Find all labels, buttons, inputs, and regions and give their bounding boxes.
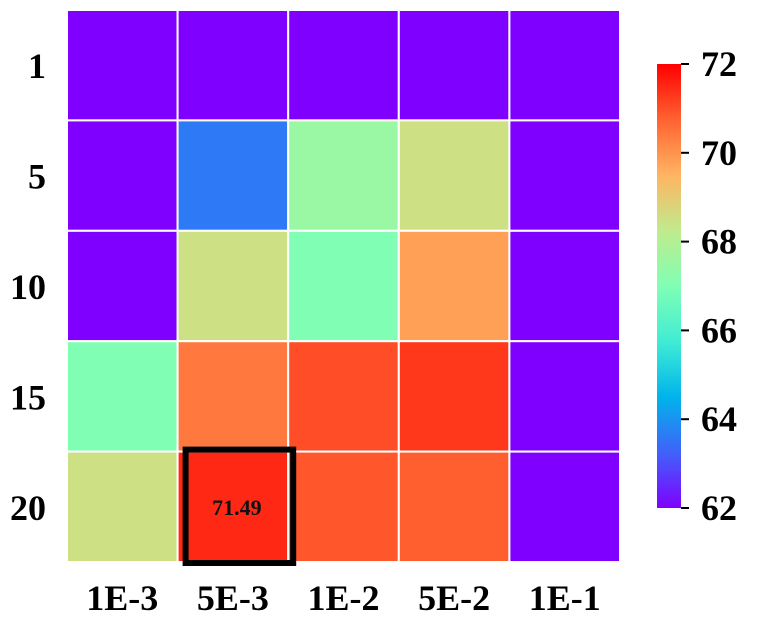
heatmap-cell (66, 229, 179, 343)
heatmap-cell (176, 340, 290, 453)
heatmap-cell (397, 119, 511, 232)
colorbar-tick-label: 66 (701, 310, 737, 350)
heatmap-cell (66, 119, 179, 232)
heatmap-annotations: 71.49 (182, 446, 297, 567)
heatmap-cell (397, 9, 511, 122)
x-axis-ticks: 1E-3 5E-3 1E-2 5E-2 1E-1 (86, 578, 600, 618)
x-tick-label: 1E-1 (529, 578, 601, 618)
heatmap-cell (287, 450, 400, 564)
heatmap-cell (508, 229, 621, 343)
heatmap-cell (66, 450, 179, 564)
y-tick-label: 10 (10, 267, 46, 307)
heatmap-cell (66, 340, 179, 453)
heatmap-cell (508, 119, 621, 232)
colorbar-tick-label: 72 (701, 44, 737, 84)
colorbar-gradient (657, 64, 681, 508)
colorbar-tick-label: 64 (701, 399, 737, 439)
heatmap-cell (176, 9, 290, 122)
heatmap-cell (176, 119, 290, 232)
heatmap-cell (397, 340, 511, 453)
heatmap-cell (287, 119, 400, 232)
heatmap-cell (287, 229, 400, 343)
cell-annotation: 71.49 (212, 495, 262, 520)
y-tick-label: 5 (28, 157, 46, 197)
colorbar-tick-label: 62 (701, 488, 737, 528)
x-tick-label: 1E-3 (86, 578, 158, 618)
heatmap-cells (66, 9, 621, 564)
heatmap-cell (397, 229, 511, 343)
heatmap-cell (508, 340, 621, 453)
heatmap-cell (508, 450, 621, 564)
heatmap-cell (287, 9, 400, 122)
x-tick-label: 1E-2 (308, 578, 380, 618)
highlight-box (182, 446, 297, 567)
heatmap-cell (397, 450, 511, 564)
colorbar-tick-label: 68 (701, 222, 737, 262)
heatmap-cell (176, 450, 290, 564)
x-tick-label: 5E-3 (197, 578, 269, 618)
y-tick-label: 1 (28, 46, 46, 86)
heatmap-cell (66, 9, 179, 122)
y-tick-label: 20 (10, 488, 46, 528)
colorbar: 62 64 66 68 70 72 (657, 44, 737, 528)
x-tick-label: 5E-2 (418, 578, 490, 618)
heatmap-cell (287, 340, 400, 453)
colorbar-ticks: 62 64 66 68 70 72 (681, 44, 737, 528)
colorbar-tick-label: 70 (701, 133, 737, 173)
heatmap-cell (508, 9, 621, 122)
y-tick-label: 15 (10, 377, 46, 417)
heatmap-cell (176, 229, 290, 343)
